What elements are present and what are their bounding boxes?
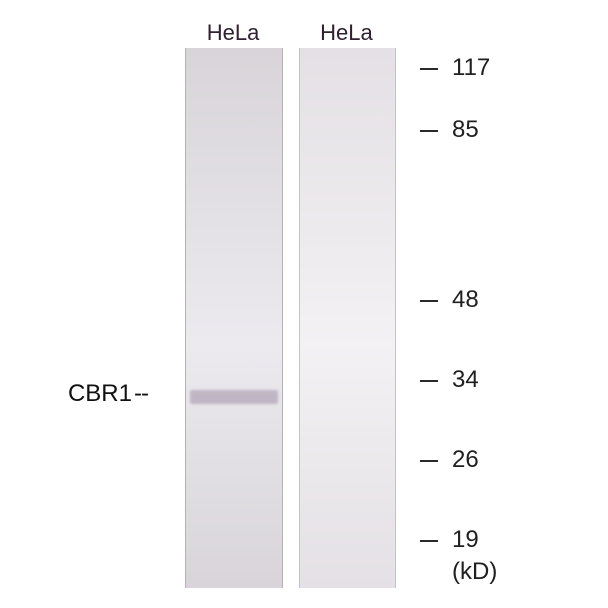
marker-label-117: 117 xyxy=(452,54,490,82)
marker-tick-117 xyxy=(420,68,438,70)
protein-label-cbr1: CBR1 xyxy=(0,380,132,408)
blot-area xyxy=(160,48,412,588)
marker-tick-19 xyxy=(420,540,438,542)
marker-label-85: 85 xyxy=(452,116,479,144)
marker-label-19: 19 xyxy=(452,526,479,554)
marker-tick-48 xyxy=(420,300,438,302)
marker-tick-85 xyxy=(420,130,438,132)
marker-tick-26 xyxy=(420,460,438,462)
marker-label-26: 26 xyxy=(452,446,479,474)
lane-label-lane1: HeLa xyxy=(185,20,281,46)
blot-lane-lane2 xyxy=(299,48,397,588)
lane-label-lane2: HeLa xyxy=(299,20,395,46)
band-lane1-0 xyxy=(190,390,278,404)
protein-label-dashes: -- xyxy=(134,380,164,408)
marker-tick-34 xyxy=(420,380,438,382)
molecular-weight-unit: (kD) xyxy=(452,558,497,586)
blot-lane-lane1 xyxy=(185,48,283,588)
marker-label-34: 34 xyxy=(452,366,479,394)
marker-label-48: 48 xyxy=(452,286,479,314)
